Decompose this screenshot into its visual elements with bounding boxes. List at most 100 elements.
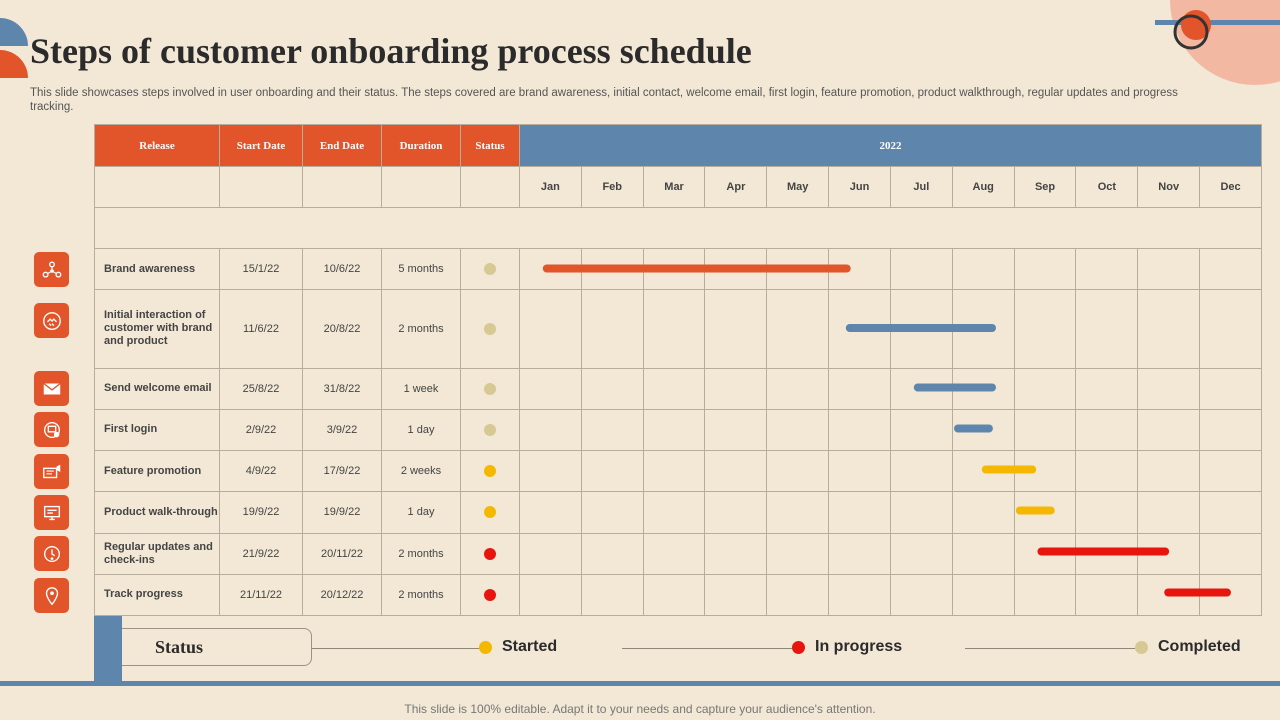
timeline-cell xyxy=(1137,247,1201,291)
month-label: Feb xyxy=(580,166,644,208)
timeline-cell xyxy=(642,573,706,617)
timeline-cell xyxy=(1075,491,1139,534)
month-label: Sep xyxy=(1013,166,1077,208)
timeline-cell xyxy=(951,532,1015,575)
timeline-cell xyxy=(766,450,830,493)
timeline-cell xyxy=(519,573,582,617)
status-dot xyxy=(484,547,496,560)
timeline-cell xyxy=(642,247,706,291)
start-date-cell: 2/9/22 xyxy=(219,408,303,452)
legend-in-progress: In progress xyxy=(792,638,902,656)
timeline-cell xyxy=(1013,532,1077,575)
timeline-cell xyxy=(642,491,706,534)
timeline-cell xyxy=(766,367,830,410)
timeline-cell xyxy=(951,289,1015,369)
table-row: Regular updates and check-ins 21/9/22 20/1… xyxy=(94,532,1263,575)
legend-started-label: Started xyxy=(502,638,558,655)
timeline-cell xyxy=(642,367,706,410)
status-dot xyxy=(484,424,496,437)
timeline-cell xyxy=(1075,408,1139,452)
promotion-icon xyxy=(34,454,69,489)
start-date-cell: 21/11/22 xyxy=(219,573,303,617)
timeline-cell xyxy=(1013,367,1077,410)
timeline-cell xyxy=(1137,532,1201,575)
start-date-cell: 11/6/22 xyxy=(219,289,303,369)
header-status: Status xyxy=(460,124,520,167)
timeline-cell xyxy=(1199,408,1263,452)
corner-decoration-top-left xyxy=(0,18,28,78)
started-dot xyxy=(479,640,492,654)
end-date-cell: 20/8/22 xyxy=(302,289,382,369)
header-start-date: Start Date xyxy=(219,124,303,167)
completed-dot xyxy=(1135,640,1148,654)
table-row: Product walk-through 19/9/22 19/9/22 1 day xyxy=(94,491,1263,534)
in-progress-dot xyxy=(792,640,805,654)
duration-cell: 2 months xyxy=(381,573,461,617)
release-cell: Regular updates and check-ins xyxy=(94,532,220,575)
timeline-cell xyxy=(828,289,891,369)
duration-cell: 1 day xyxy=(381,491,461,534)
timeline-cell xyxy=(766,573,830,617)
timeline-cell xyxy=(580,532,644,575)
timeline-cell xyxy=(1075,247,1139,291)
timeline-cell xyxy=(828,573,891,617)
release-cell: Feature promotion xyxy=(94,450,220,493)
release-cell: Brand awareness xyxy=(94,247,220,291)
status-cell xyxy=(460,247,520,291)
status-cell xyxy=(460,573,520,617)
duration-cell: 1 day xyxy=(381,408,461,452)
timeline-cell xyxy=(889,367,953,410)
legend-completed: Completed xyxy=(1135,638,1241,656)
header-release: Release xyxy=(94,124,220,167)
timeline-cell xyxy=(519,450,582,493)
table-row: Track progress 21/11/22 20/12/22 2 months xyxy=(94,573,1263,617)
timeline-cell xyxy=(1199,247,1263,291)
timeline-cell xyxy=(1013,573,1077,617)
gantt-table: Release Start Date End Date Duration Sta… xyxy=(93,124,1263,617)
timeline-cell xyxy=(1137,367,1201,410)
month-label: Apr xyxy=(704,166,768,208)
timeline-cell xyxy=(889,532,953,575)
timeline-cell xyxy=(642,289,706,369)
legend-connector xyxy=(622,648,792,649)
page-title: Steps of customer onboarding process sch… xyxy=(30,31,752,71)
spacer-row xyxy=(93,207,1263,249)
end-date-cell: 3/9/22 xyxy=(302,408,382,452)
timeline-cell xyxy=(580,408,644,452)
timeline-cell xyxy=(1137,289,1201,369)
timeline-cell xyxy=(1199,573,1263,617)
start-date-cell: 25/8/22 xyxy=(219,367,303,410)
timeline-cell xyxy=(828,247,891,291)
timeline-cell xyxy=(642,532,706,575)
release-cell: Send welcome email xyxy=(94,367,220,410)
timeline-cell xyxy=(1199,450,1263,493)
month-label: Oct xyxy=(1075,166,1139,208)
release-cell: Track progress xyxy=(94,573,220,617)
corner-decoration-top-right xyxy=(1155,0,1280,85)
header-year: 2022 xyxy=(518,124,1263,167)
timeline-cell xyxy=(580,450,644,493)
end-date-cell: 20/11/22 xyxy=(302,532,382,575)
timeline-cell xyxy=(1137,573,1201,617)
timeline-cell xyxy=(889,247,953,291)
timeline-cell xyxy=(889,450,953,493)
end-date-cell: 31/8/22 xyxy=(302,367,382,410)
timeline-cell xyxy=(704,289,768,369)
timeline-cell xyxy=(1075,289,1139,369)
legend-started: Started xyxy=(479,638,557,656)
release-cell: Initial interaction of customer with bra… xyxy=(94,289,220,369)
header-duration: Duration xyxy=(381,124,461,167)
release-cell: First login xyxy=(94,408,220,452)
timeline-cell xyxy=(1199,367,1263,410)
status-dot xyxy=(484,322,496,335)
login-icon xyxy=(34,412,69,447)
timeline-cell xyxy=(580,573,644,617)
timeline-cell xyxy=(704,408,768,452)
timeline-cell xyxy=(951,491,1015,534)
timeline-cell xyxy=(642,408,706,452)
presentation-icon xyxy=(34,495,69,530)
duration-cell: 5 months xyxy=(381,247,461,291)
location-pin-icon xyxy=(34,578,69,613)
end-date-cell: 20/12/22 xyxy=(302,573,382,617)
month-label: May xyxy=(766,166,830,208)
